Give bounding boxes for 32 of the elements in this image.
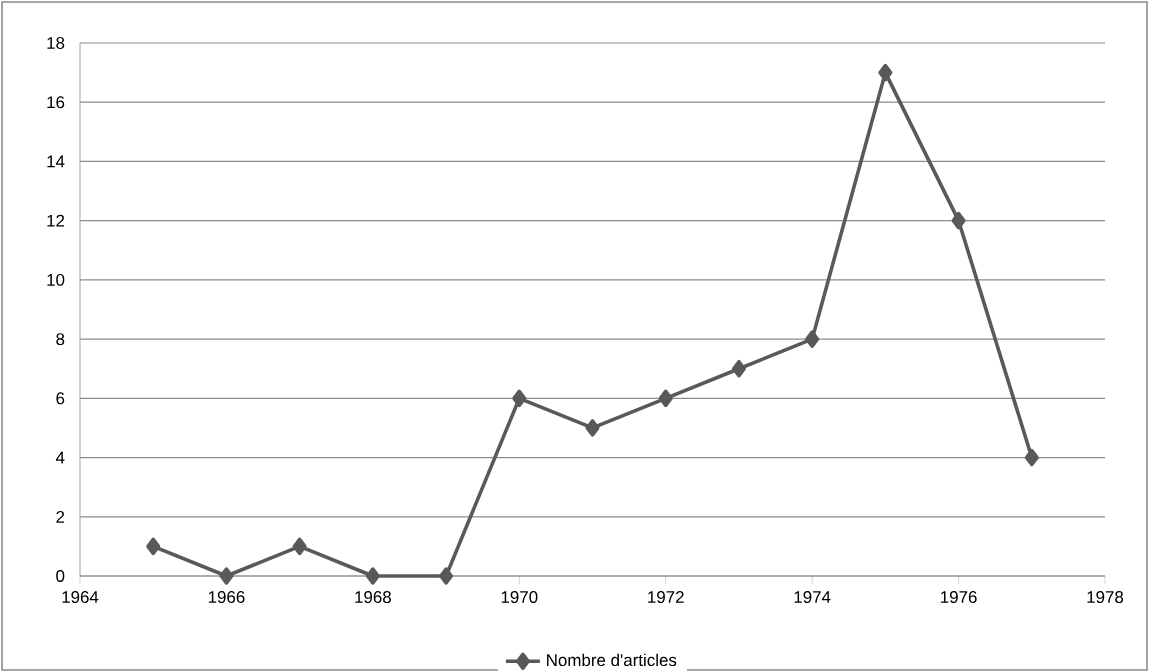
x-tick-label: 1978 bbox=[1087, 591, 1124, 604]
x-tick-label: 1970 bbox=[501, 591, 538, 604]
point bbox=[1024, 448, 1039, 467]
point bbox=[805, 330, 820, 348]
point bbox=[219, 567, 234, 585]
point bbox=[512, 389, 527, 408]
point bbox=[878, 63, 893, 82]
y-tick-label: 6 bbox=[56, 392, 65, 405]
y-tick-label: 0 bbox=[56, 570, 65, 582]
point bbox=[658, 389, 673, 408]
y-tick-label: 14 bbox=[47, 155, 65, 168]
x-tick-label: 1972 bbox=[648, 591, 684, 604]
y-tick-label: 18 bbox=[47, 37, 65, 49]
x-tick-label: 1964 bbox=[62, 591, 99, 604]
x-tick-label: 1966 bbox=[208, 591, 245, 604]
y-tick-label: 2 bbox=[56, 510, 65, 523]
y-tick-label: 8 bbox=[56, 333, 65, 346]
point bbox=[146, 537, 161, 556]
point bbox=[292, 537, 307, 556]
point bbox=[731, 359, 746, 378]
point bbox=[585, 419, 600, 437]
point bbox=[439, 567, 454, 585]
point bbox=[365, 567, 380, 585]
y-tick-label: 10 bbox=[47, 273, 65, 286]
x-tick-label: 1976 bbox=[941, 591, 977, 604]
x-tick-label: 1974 bbox=[794, 591, 831, 604]
y-tick-label: 4 bbox=[55, 451, 65, 464]
x-tick-label: 1968 bbox=[355, 591, 391, 604]
legend-label: Nombre d'articles bbox=[547, 653, 677, 667]
y-tick-label: 12 bbox=[47, 214, 65, 227]
y-tick-label: 16 bbox=[47, 96, 65, 109]
point bbox=[951, 211, 966, 230]
